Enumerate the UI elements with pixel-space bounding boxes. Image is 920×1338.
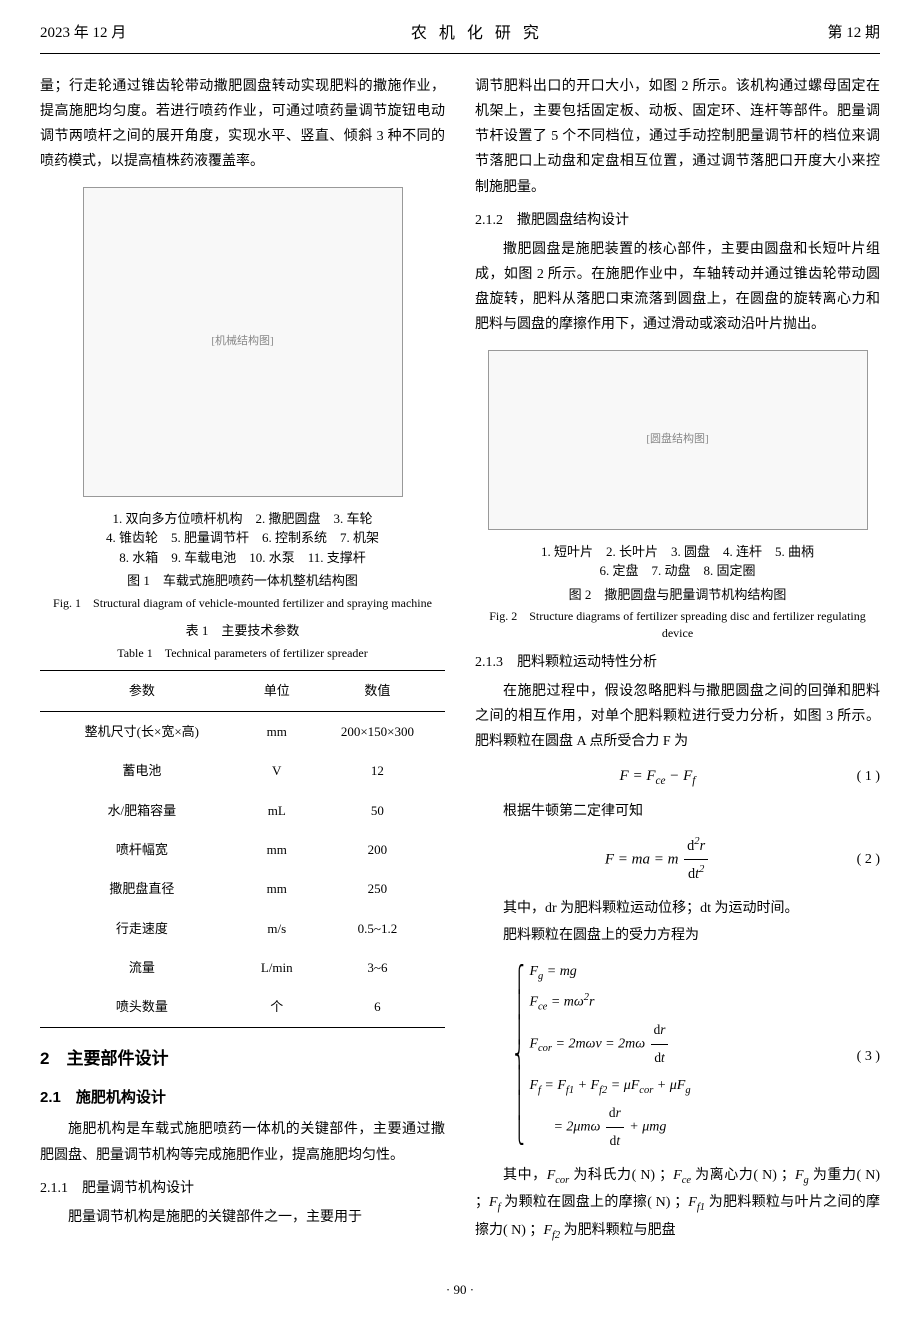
table-cell: mm	[244, 869, 310, 908]
section-2-1-2-title: 2.1.2 撒肥圆盘结构设计	[475, 208, 880, 233]
page-header: 2023 年 12 月 农 机 化 研 究 第 12 期	[40, 20, 880, 54]
intro-paragraph: 量；行走轮通过锥齿轮带动撒肥圆盘转动实现肥料的撒施作业，提高施肥均匀度。若进行喷…	[40, 74, 445, 175]
figure-1-title-cn: 图 1 车载式施肥喷药一体机整机结构图	[40, 571, 445, 591]
table-cell: 12	[310, 751, 445, 790]
section-2-1-1-title: 2.1.1 肥量调节机构设计	[40, 1176, 445, 1201]
section-2-1-3-para5: 其中，Fcor 为科氏力( N) ；Fce 为离心力( N) ；Fg 为重力( …	[475, 1163, 880, 1246]
table-cell: m/s	[244, 909, 310, 948]
table-cell: mL	[244, 791, 310, 830]
table-cell: mm	[244, 711, 310, 751]
section-2-1-1-para: 肥量调节机构是施肥的关键部件之一，主要用于	[40, 1205, 445, 1230]
table-cell: 50	[310, 791, 445, 830]
figure-2-labels: 1. 短叶片 2. 长叶片 3. 圆盘 4. 连杆 5. 曲柄 6. 定盘 7.…	[475, 542, 880, 581]
table-row: 喷头数量个6	[40, 987, 445, 1027]
left-column: 量；行走轮通过锥齿轮带动撒肥圆盘转动实现肥料的撒施作业，提高施肥均匀度。若进行喷…	[40, 74, 445, 1248]
table-cell: 250	[310, 869, 445, 908]
table-row: 行走速度m/s0.5~1.2	[40, 909, 445, 948]
figure-1-title-en: Fig. 1 Structural diagram of vehicle-mou…	[40, 595, 445, 612]
table-cell: 蓄电池	[40, 751, 244, 790]
table-1-title-cn: 表 1 主要技术参数	[40, 619, 445, 642]
table-cell: 整机尺寸(长×宽×高)	[40, 711, 244, 751]
table-cell: mm	[244, 830, 310, 869]
section-2-1-2-para: 撒肥圆盘是施肥装置的核心部件，主要由圆盘和长短叶片组成，如图 2 所示。在施肥作…	[475, 237, 880, 338]
section-2-1-3-para3: 其中，dr 为肥料颗粒运动位移；dt 为运动时间。	[475, 896, 880, 921]
table-cell: 个	[244, 987, 310, 1027]
table-header: 单位	[244, 671, 310, 711]
table-cell: 6	[310, 987, 445, 1027]
table-cell: 水/肥箱容量	[40, 791, 244, 830]
section-2-1-3-para4: 肥料颗粒在圆盘上的受力方程为	[475, 923, 880, 948]
table-cell: 流量	[40, 948, 244, 987]
table-1-title-en: Table 1 Technical parameters of fertiliz…	[40, 643, 445, 665]
table-row: 流量L/min3~6	[40, 948, 445, 987]
table-cell: 0.5~1.2	[310, 909, 445, 948]
table-header: 参数	[40, 671, 244, 711]
table-cell: 3~6	[310, 948, 445, 987]
header-date: 2023 年 12 月	[40, 20, 126, 49]
equation-2: F = ma = m d2rdt2 ( 2 )	[475, 832, 880, 888]
table-header: 数值	[310, 671, 445, 711]
section-2-1-3-para1: 在施肥过程中，假设忽略肥料与撒肥圆盘之间的回弹和肥料之间的相互作用，对单个肥料颗…	[475, 679, 880, 755]
section-2-title: 2 主要部件设计	[40, 1044, 445, 1075]
table-row: 喷杆幅宽mm200	[40, 830, 445, 869]
table-1: 参数 单位 数值 整机尺寸(长×宽×高)mm200×150×300蓄电池V12水…	[40, 670, 445, 1028]
table-row: 撒肥盘直径mm250	[40, 869, 445, 908]
right-column: 调节肥料出口的开口大小，如图 2 所示。该机构通过螺母固定在机架上，主要包括固定…	[475, 74, 880, 1248]
equation-3: ⎧⎪⎪⎨⎪⎪⎩ Fg = mg Fce = mω2r Fcor = 2mωv =…	[515, 958, 840, 1154]
figure-2-title-en: Fig. 2 Structure diagrams of fertilizer …	[475, 608, 880, 642]
section-2-1-para: 施肥机构是车载式施肥喷药一体机的关键部件，主要通过撒肥圆盘、肥量调节机构等完成施…	[40, 1117, 445, 1167]
table-row: 蓄电池V12	[40, 751, 445, 790]
table-cell: 喷头数量	[40, 987, 244, 1027]
header-issue: 第 12 期	[827, 20, 880, 49]
section-2-1-3-title: 2.1.3 肥料颗粒运动特性分析	[475, 650, 880, 675]
table-cell: 200	[310, 830, 445, 869]
table-row: 水/肥箱容量mL50	[40, 791, 445, 830]
page-number: · 90 ·	[40, 1278, 880, 1301]
section-2-1-title: 2.1 施肥机构设计	[40, 1084, 445, 1111]
table-cell: 撒肥盘直径	[40, 869, 244, 908]
figure-2-image: [圆盘结构图]	[488, 350, 868, 530]
content-columns: 量；行走轮通过锥齿轮带动撒肥圆盘转动实现肥料的撒施作业，提高施肥均匀度。若进行喷…	[40, 74, 880, 1248]
section-2-1-3-para2: 根据牛顿第二定律可知	[475, 799, 880, 824]
table-row: 整机尺寸(长×宽×高)mm200×150×300	[40, 711, 445, 751]
table-cell: 喷杆幅宽	[40, 830, 244, 869]
table-cell: 200×150×300	[310, 711, 445, 751]
table-cell: L/min	[244, 948, 310, 987]
table-cell: 行走速度	[40, 909, 244, 948]
journal-title: 农 机 化 研 究	[411, 20, 543, 49]
figure-1-labels: 1. 双向多方位喷杆机构 2. 撒肥圆盘 3. 车轮 4. 锥齿轮 5. 肥量调…	[40, 509, 445, 568]
figure-1-image: [机械结构图]	[83, 187, 403, 497]
table-cell: V	[244, 751, 310, 790]
continuation-para: 调节肥料出口的开口大小，如图 2 所示。该机构通过螺母固定在机架上，主要包括固定…	[475, 74, 880, 200]
equation-1: F = Fce − Ff ( 1 )	[475, 763, 880, 791]
figure-2-title-cn: 图 2 撒肥圆盘与肥量调节机构结构图	[475, 585, 880, 605]
